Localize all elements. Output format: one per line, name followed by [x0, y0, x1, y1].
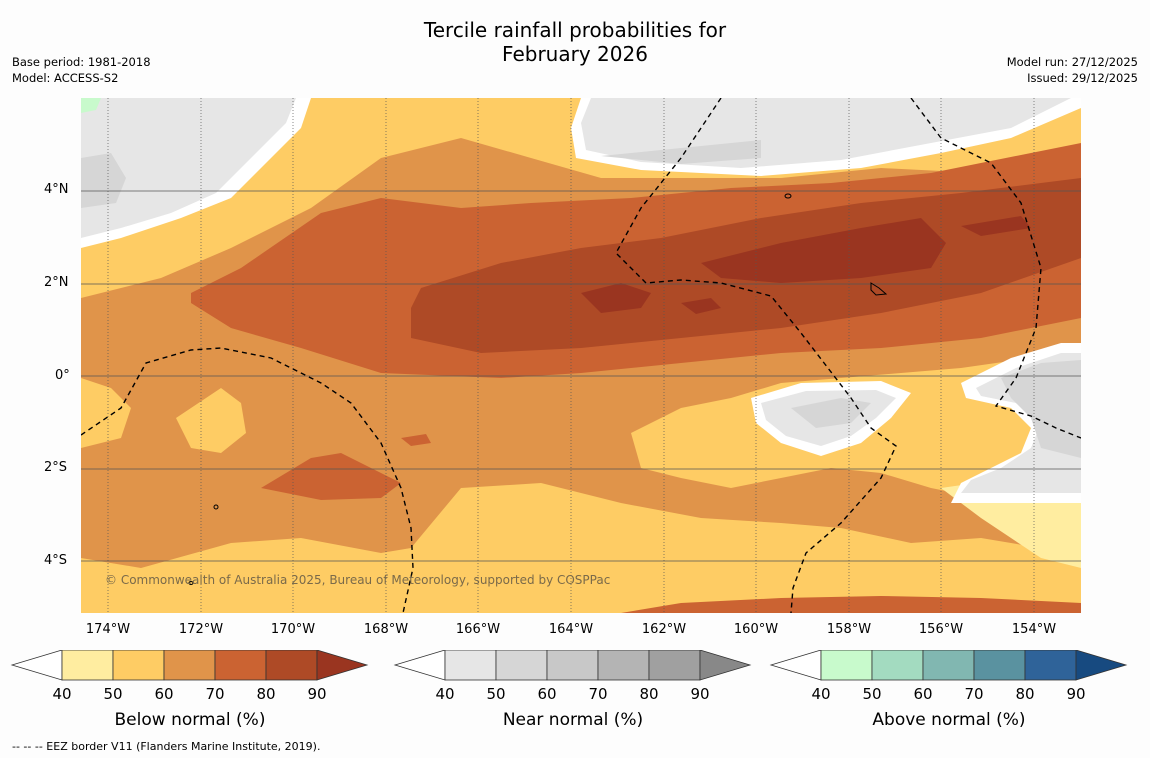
colorbar-segment	[1024, 650, 1077, 681]
copyright: © Commonwealth of Australia 2025, Bureau…	[105, 573, 610, 587]
lon-label: 164°W	[548, 622, 594, 637]
colorbar-tick-label: 90	[690, 685, 710, 703]
colorbar-tick-label: 70	[964, 685, 984, 703]
colorbars	[10, 650, 1128, 681]
lat-label-0: 0°	[55, 368, 70, 383]
colorbar-above-normal	[769, 650, 1128, 681]
base-period: Base period: 1981-2018	[12, 55, 151, 69]
lon-label: 170°W	[270, 622, 316, 637]
colorbar-segment	[163, 650, 216, 681]
below-90-patch-2	[581, 283, 651, 313]
below-70-south-2	[401, 434, 431, 446]
colorbar-max-arrow	[699, 650, 752, 681]
colorbar-tick-label: 40	[811, 685, 831, 703]
eez-borders	[81, 98, 1081, 613]
meta-right: Model run: 27/12/2025 Issued: 29/12/2025	[1007, 54, 1138, 86]
lon-label: 162°W	[641, 622, 687, 637]
colorbar-tick-label: 40	[435, 685, 455, 703]
colorbar-segment	[112, 650, 165, 681]
colorbar-tick-label: 50	[862, 685, 882, 703]
colorbar-near-normal	[393, 650, 752, 681]
below-90-patch-1	[701, 218, 946, 283]
below-90-patch-4	[961, 216, 1031, 236]
lat-label-2s: 2°S	[44, 460, 68, 475]
colorbar-max-arrow	[316, 650, 369, 681]
colorbar-title-below: Below normal (%)	[114, 710, 266, 730]
lat-label-2n: 2°N	[44, 275, 69, 290]
lon-label: 168°W	[363, 622, 409, 637]
colorbar-segment	[820, 650, 873, 681]
colorbar-below-normal	[10, 650, 369, 681]
colorbar-segment	[922, 650, 975, 681]
below-70-south-edge	[621, 596, 1081, 613]
grid-lines	[81, 98, 1081, 613]
colorbar-tick-label: 40	[52, 685, 72, 703]
model-name: Model: ACCESS-S2	[12, 71, 119, 85]
colorbar-segment	[597, 650, 650, 681]
colorbar-tick-label: 90	[307, 685, 327, 703]
lon-label: 158°W	[826, 622, 872, 637]
near-normal-right-dark	[1001, 360, 1081, 458]
colorbar-segment	[495, 650, 548, 681]
colorbar-tick-label: 70	[588, 685, 608, 703]
footer-note: -- -- -- EEZ border V11 (Flanders Marine…	[12, 740, 321, 753]
colorbar-tick-label: 50	[486, 685, 506, 703]
colorbar-min-arrow	[769, 650, 822, 681]
islands	[188, 193, 888, 585]
below-50-lower	[81, 378, 131, 448]
lon-label: 154°W	[1011, 622, 1057, 637]
colorbar-segment	[546, 650, 599, 681]
colorbar-segment	[871, 650, 924, 681]
colorbar-title-above: Above normal (%)	[872, 710, 1026, 730]
colorbar-tick-label: 80	[1015, 685, 1035, 703]
colorbar-segment	[265, 650, 318, 681]
below-50-south-west	[81, 483, 1081, 613]
near-normal-topleft-dark	[81, 153, 126, 208]
colorbar-tick-label: 60	[913, 685, 933, 703]
colorbar-max-arrow	[1075, 650, 1128, 681]
colorbar-segment	[444, 650, 497, 681]
above-normal-patch	[81, 98, 101, 113]
map-title: Tercile rainfall probabilities for Febru…	[0, 18, 1150, 66]
lat-label-4n: 4°N	[44, 182, 69, 197]
below-70-south-1	[261, 453, 401, 500]
colorbar-tick-label: 90	[1066, 685, 1086, 703]
title-line-1: Tercile rainfall probabilities for	[423, 18, 727, 42]
lon-label: 172°W	[178, 622, 224, 637]
colorbar-segment	[973, 650, 1026, 681]
colorbar-tick-label: 80	[256, 685, 276, 703]
issued-date: Issued: 29/12/2025	[1027, 71, 1138, 85]
lon-label: 156°W	[918, 622, 964, 637]
colorbar-tick-label: 80	[639, 685, 659, 703]
colorbar-tick-label: 50	[103, 685, 123, 703]
near-normal-mid-dark	[791, 398, 871, 428]
colorbar-segment	[61, 650, 114, 681]
colorbar-tick-label: 70	[205, 685, 225, 703]
colorbar-segment	[214, 650, 267, 681]
colorbar-title-near: Near normal (%)	[502, 710, 644, 730]
below-90-patch-3	[681, 298, 721, 314]
lon-label: 160°W	[733, 622, 779, 637]
lon-label: 166°W	[455, 622, 501, 637]
colorbar-tick-label: 60	[537, 685, 557, 703]
meta-left: Base period: 1981-2018 Model: ACCESS-S2	[12, 54, 151, 86]
rainfall-probability-map: © Commonwealth of Australia 2025, Bureau…	[81, 98, 1081, 613]
lat-label-4s: 4°S	[44, 553, 68, 568]
title-line-2: February 2026	[502, 42, 648, 66]
near-normal-top-dark	[601, 140, 761, 164]
near-normal-topleft-fill	[81, 98, 296, 238]
colorbar-tick-label: 60	[154, 685, 174, 703]
colorbar-min-arrow	[393, 650, 446, 681]
lon-label: 174°W	[85, 622, 131, 637]
colorbar-segment	[648, 650, 701, 681]
colorbar-min-arrow	[10, 650, 63, 681]
model-run: Model run: 27/12/2025	[1006, 55, 1138, 69]
below-50-island	[176, 388, 246, 453]
